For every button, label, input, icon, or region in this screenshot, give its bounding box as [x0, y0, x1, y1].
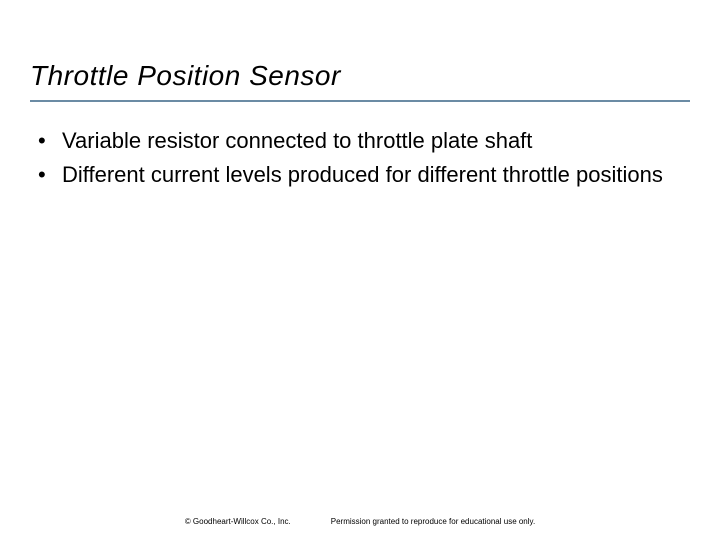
slide-container: Throttle Position Sensor • Variable resi… [0, 0, 720, 540]
slide-content: • Variable resistor connected to throttl… [30, 122, 690, 190]
bullet-text: Variable resistor connected to throttle … [62, 126, 532, 156]
footer-permission: Permission granted to reproduce for educ… [331, 517, 535, 526]
bullet-item: • Variable resistor connected to throttl… [38, 126, 690, 156]
bullet-text: Different current levels produced for di… [62, 160, 663, 190]
bullet-item: • Different current levels produced for … [38, 160, 690, 190]
slide-title: Throttle Position Sensor [30, 60, 690, 102]
bullet-marker: • [38, 126, 48, 156]
slide-footer: © Goodheart-Willcox Co., Inc. Permission… [0, 517, 720, 526]
footer-copyright: © Goodheart-Willcox Co., Inc. [185, 517, 291, 526]
bullet-marker: • [38, 160, 48, 190]
